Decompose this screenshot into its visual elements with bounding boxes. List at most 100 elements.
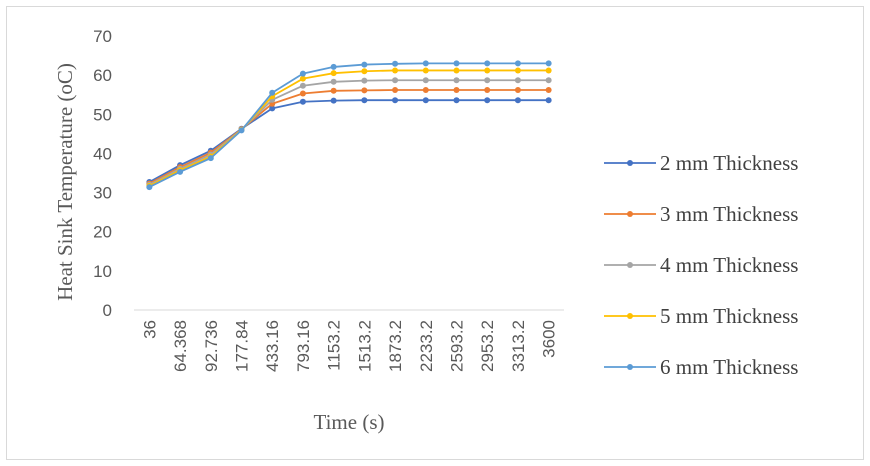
data-point (299, 98, 306, 105)
series-1 (146, 97, 552, 186)
legend-marker (627, 313, 633, 319)
x-tick-label: 2593.2 (448, 320, 467, 372)
data-point (392, 67, 399, 74)
x-axis-ticks: 36 64.368 92.736 177.84 433.16 793.16 1153.2 15… (140, 320, 558, 372)
legend-marker (627, 364, 633, 370)
data-point (514, 97, 521, 104)
data-point (545, 87, 552, 94)
data-point (484, 67, 491, 74)
y-tick-label: 50 (93, 105, 112, 124)
data-point (453, 97, 460, 104)
legend-item: 5 mm Thickness (604, 304, 798, 328)
series-5 (146, 60, 552, 191)
data-point (330, 97, 337, 104)
data-point (545, 60, 552, 67)
data-point (484, 87, 491, 94)
y-tick-label: 30 (93, 184, 112, 203)
data-point (330, 63, 337, 70)
legend-item: 4 mm Thickness (604, 253, 798, 277)
legend: 2 mm Thickness 3 mm Thickness 4 mm Thickne… (604, 151, 798, 379)
data-point (207, 155, 214, 162)
legend-marker (627, 211, 633, 217)
x-tick-label: 64.368 (171, 320, 190, 372)
data-point (484, 60, 491, 67)
data-point (392, 60, 399, 67)
data-point (514, 77, 521, 84)
data-point (514, 67, 521, 74)
data-point (392, 77, 399, 84)
legend-item: 3 mm Thickness (604, 202, 798, 226)
series-line (148, 69, 549, 187)
x-tick-label: 177.84 (233, 320, 252, 372)
legend-label: 5 mm Thickness (660, 304, 798, 328)
data-point (484, 97, 491, 104)
data-point (422, 87, 429, 94)
x-tick-label: 1873.2 (386, 320, 405, 372)
data-point (392, 87, 399, 94)
x-tick-label: 2233.2 (417, 320, 436, 372)
x-axis-title: Time (s) (314, 410, 385, 434)
data-point (146, 184, 153, 191)
x-tick-label: 1513.2 (355, 320, 374, 372)
data-point (361, 77, 368, 84)
data-point (422, 60, 429, 67)
y-tick-label: 20 (93, 223, 112, 242)
data-point (514, 87, 521, 94)
y-axis-title: Heat Sink Temperature (oC) (53, 63, 77, 301)
data-point (453, 77, 460, 84)
chart-frame (6, 6, 864, 460)
series-line (148, 99, 549, 183)
data-point (330, 87, 337, 94)
data-point (422, 67, 429, 74)
data-point (299, 82, 306, 89)
data-point (269, 105, 276, 112)
series-line (148, 62, 549, 188)
data-point (177, 168, 184, 175)
x-tick-label: 92.736 (202, 320, 221, 372)
data-point (484, 77, 491, 84)
data-point (361, 97, 368, 104)
series-line (148, 79, 549, 186)
x-tick-label: 3600 (540, 320, 559, 358)
legend-item: 2 mm Thickness (604, 151, 798, 175)
y-axis-ticks: 0 10 20 30 40 50 60 70 (93, 27, 112, 320)
data-point (453, 67, 460, 74)
y-tick-label: 60 (93, 66, 112, 85)
y-tick-label: 0 (103, 301, 112, 320)
legend-label: 2 mm Thickness (660, 151, 798, 175)
data-point (299, 90, 306, 97)
data-point (330, 78, 337, 85)
y-tick-label: 70 (93, 27, 112, 46)
data-point (453, 87, 460, 94)
x-tick-label: 36 (140, 320, 159, 339)
x-tick-label: 1153.2 (325, 320, 344, 371)
data-point (514, 60, 521, 67)
series-2 (146, 87, 552, 187)
data-point (299, 70, 306, 77)
data-point (545, 77, 552, 84)
y-tick-label: 10 (93, 262, 112, 281)
x-tick-label: 433.16 (263, 320, 282, 372)
data-point (330, 70, 337, 77)
legend-marker (627, 262, 633, 268)
series-layer (146, 60, 552, 191)
series-line (148, 89, 549, 185)
data-point (269, 89, 276, 96)
legend-marker (627, 160, 633, 166)
series-3 (146, 77, 552, 188)
data-point (361, 61, 368, 68)
data-point (361, 87, 368, 94)
data-point (422, 97, 429, 104)
data-point (545, 97, 552, 104)
data-point (545, 67, 552, 74)
legend-label: 3 mm Thickness (660, 202, 798, 226)
x-tick-label: 3313.2 (509, 320, 528, 372)
data-point (422, 77, 429, 84)
data-point (453, 60, 460, 67)
legend-label: 6 mm Thickness (660, 355, 798, 379)
data-point (299, 75, 306, 82)
data-point (361, 68, 368, 75)
legend-item: 6 mm Thickness (604, 355, 798, 379)
x-tick-label: 793.16 (294, 320, 313, 372)
y-tick-label: 40 (93, 144, 112, 163)
